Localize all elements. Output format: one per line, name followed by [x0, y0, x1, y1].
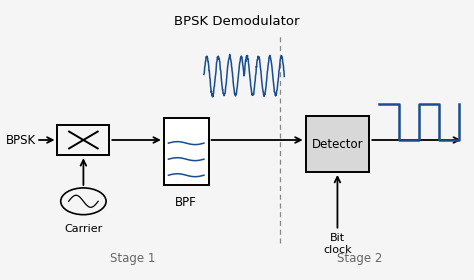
Text: Stage 2: Stage 2 [337, 252, 383, 265]
Text: BPSK Demodulator: BPSK Demodulator [174, 15, 300, 28]
Text: BPF: BPF [175, 196, 197, 209]
Text: BPSK: BPSK [5, 134, 36, 146]
Text: Carrier: Carrier [64, 224, 102, 234]
FancyBboxPatch shape [164, 118, 209, 185]
Text: Detector: Detector [311, 138, 363, 151]
Text: Bit
clock: Bit clock [323, 233, 352, 255]
Text: Stage 1: Stage 1 [110, 252, 156, 265]
FancyBboxPatch shape [306, 116, 369, 172]
